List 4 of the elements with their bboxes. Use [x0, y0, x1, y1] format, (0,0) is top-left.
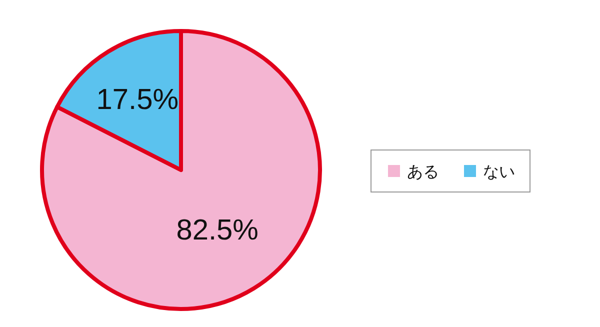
legend-label: ある	[407, 164, 439, 181]
data-label: 17.5%	[96, 84, 179, 116]
legend-label: ない	[483, 164, 515, 181]
data-label: 82.5%	[176, 214, 258, 246]
